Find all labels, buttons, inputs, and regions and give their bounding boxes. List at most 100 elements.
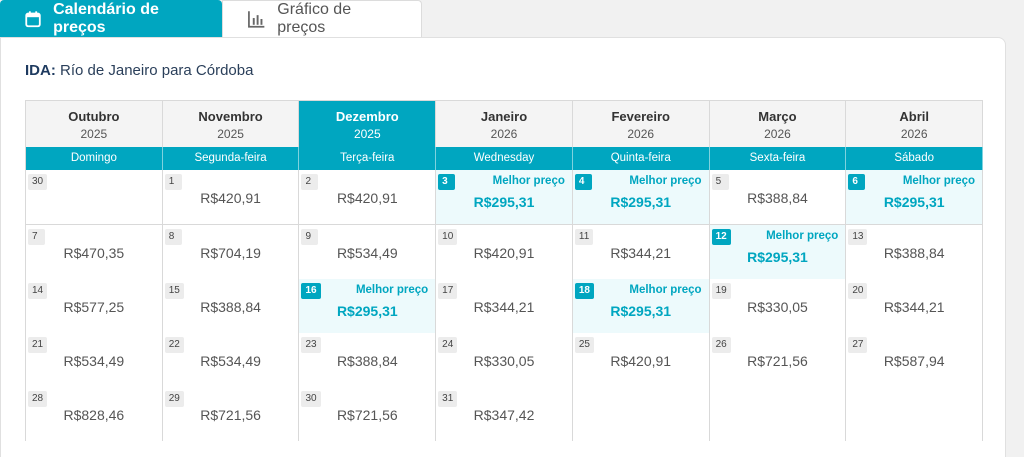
tab-price-calendar[interactable]: Calendário de preços [0, 0, 222, 37]
day-number: 16 [301, 283, 321, 299]
month-year: 2025 [80, 127, 108, 141]
day-price: R$534,49 [336, 245, 398, 261]
month-name: Abril [899, 109, 929, 124]
day-price: R$295,31 [747, 249, 808, 265]
month-tab-dezembro[interactable]: Dezembro 2025 [299, 101, 437, 147]
weekday-header: Domingo Segunda-feira Terça-feira Wednesday… [26, 147, 984, 170]
calendar-day-cell[interactable]: 15 R$388,84 [162, 279, 300, 333]
month-name: Março [758, 109, 797, 124]
day-price: R$295,31 [610, 303, 672, 319]
weekday-label: Segunda-feira [163, 147, 300, 170]
day-number: 1 [164, 174, 182, 190]
calendar-day-cell-best-price[interactable]: 3 Melhor preço R$295,31 [436, 170, 573, 224]
month-selector: Outubro 2025 Novembro 2025 Dezembro 2025 Ja… [26, 101, 984, 147]
calendar-day-cell-best-price[interactable]: 6 Melhor preço R$295,31 [846, 170, 984, 224]
calendar-day-cell[interactable]: 5 R$388,84 [709, 170, 847, 224]
calendar-day-cell[interactable]: 23 R$388,84 [299, 333, 437, 387]
calendar-day-cell[interactable]: 7 R$470,35 [26, 225, 163, 279]
tab-bar: Calendário de preços Gráfico de preços [0, 0, 422, 37]
day-number: 18 [574, 283, 594, 299]
calendar-week-row: 28 R$828,46 29 R$721,56 30 R$721,56 31 R$347,42 [26, 386, 984, 441]
day-number: 25 [574, 337, 594, 353]
month-year: 2025 [353, 127, 381, 141]
calendar-day-cell[interactable]: 26 R$721,56 [709, 333, 847, 387]
day-number: 9 [301, 229, 319, 245]
calendar-day-cell[interactable]: 14 R$577,25 [26, 279, 163, 333]
calendar-day-cell[interactable]: 27 R$587,94 [846, 333, 984, 387]
day-number: 5 [711, 174, 729, 190]
calendar-day-cell[interactable]: 22 R$534,49 [162, 333, 300, 387]
day-price: R$721,56 [336, 407, 398, 423]
bar-chart-icon [248, 11, 265, 28]
day-price: R$420,91 [336, 190, 398, 206]
calendar-day-cell[interactable]: 25 R$420,91 [572, 333, 710, 387]
day-number: 11 [574, 229, 594, 245]
day-number: 13 [848, 229, 868, 245]
tab-price-chart[interactable]: Gráfico de preços [222, 0, 422, 37]
calendar-day-cell[interactable]: 20 R$344,21 [846, 279, 984, 333]
weekday-label: Sexta-feira [710, 147, 847, 170]
calendar-day-cell[interactable]: 21 R$534,49 [26, 333, 163, 387]
month-tab-janeiro[interactable]: Janeiro 2026 [436, 101, 573, 147]
day-number: 14 [28, 283, 48, 299]
calendar-week-row: 30 1 R$420,91 2 R$420,91 3 Melhor preço R$295,3… [26, 170, 984, 224]
calendar-day-cell-best-price[interactable]: 12 Melhor preço R$295,31 [709, 225, 847, 279]
day-price: R$420,91 [200, 190, 261, 206]
day-price: R$388,84 [336, 353, 398, 369]
day-price: R$534,49 [63, 353, 125, 369]
best-price-label: Melhor preço [629, 175, 702, 187]
best-price-label: Melhor preço [766, 230, 839, 242]
calendar-day-cell-best-price[interactable]: 18 Melhor preço R$295,31 [572, 279, 710, 333]
day-number: 30 [28, 174, 48, 190]
best-price-label: Melhor preço [492, 175, 565, 187]
calendar-weeks: 30 1 R$420,91 2 R$420,91 3 Melhor preço R$295,3… [26, 170, 984, 441]
calendar-day-cell-best-price[interactable]: 4 Melhor preço R$295,31 [572, 170, 710, 224]
day-number: 29 [164, 391, 184, 407]
calendar-day-cell[interactable]: 19 R$330,05 [709, 279, 847, 333]
month-tab-fevereiro[interactable]: Fevereiro 2026 [572, 101, 710, 147]
calendar-day-cell[interactable]: 1 R$420,91 [162, 170, 300, 224]
calendar-day-cell[interactable]: 11 R$344,21 [572, 225, 710, 279]
tab-price-calendar-label: Calendário de preços [53, 0, 159, 36]
day-price: R$388,84 [200, 299, 261, 315]
calendar-day-cell[interactable]: 8 R$704,19 [162, 225, 300, 279]
day-price: R$704,19 [200, 245, 261, 261]
day-price: R$420,91 [610, 353, 672, 369]
month-year: 2026 [764, 127, 791, 141]
month-year: 2026 [490, 127, 518, 141]
day-price: R$388,84 [747, 190, 808, 206]
calendar-day-cell[interactable]: 2 R$420,91 [299, 170, 437, 224]
calendar-day-cell[interactable]: 17 R$344,21 [436, 279, 573, 333]
calendar-day-cell[interactable]: 9 R$534,49 [299, 225, 437, 279]
weekday-label: Terça-feira [299, 147, 437, 170]
day-price: R$330,05 [473, 353, 535, 369]
month-tab-outubro[interactable]: Outubro 2025 [26, 101, 163, 147]
calendar-day-cell[interactable]: 13 R$388,84 [846, 225, 984, 279]
day-price: R$470,35 [63, 245, 125, 261]
day-number: 21 [28, 337, 48, 353]
day-price: R$721,56 [200, 407, 261, 423]
month-name: Outubro [68, 109, 120, 124]
day-price: R$295,31 [336, 303, 398, 319]
month-year: 2025 [217, 127, 244, 141]
day-number: 22 [164, 337, 184, 353]
calendar-day-cell[interactable]: 30 R$721,56 [299, 387, 437, 441]
weekday-label: Sábado [846, 147, 984, 170]
calendar-week-row: 14 R$577,25 15 R$388,84 16 Melhor preço R$295,… [26, 278, 984, 333]
month-name: Dezembro [335, 109, 399, 124]
calendar-day-cell[interactable]: 10 R$420,91 [436, 225, 573, 279]
calendar-day-cell[interactable]: 28 R$828,46 [26, 387, 163, 441]
day-number: 28 [28, 391, 48, 407]
month-tab-novembro[interactable]: Novembro 2025 [162, 101, 300, 147]
month-tab-abril[interactable]: Abril 2026 [846, 101, 984, 147]
day-number: 3 [438, 174, 456, 190]
calendar-empty-cell [572, 387, 710, 441]
calendar-day-cell[interactable]: 31 R$347,42 [436, 387, 573, 441]
calendar-day-cell[interactable]: 24 R$330,05 [436, 333, 573, 387]
calendar-day-cell[interactable]: 30 [26, 170, 163, 224]
calendar-day-cell[interactable]: 29 R$721,56 [162, 387, 300, 441]
calendar-day-cell-best-price[interactable]: 16 Melhor preço R$295,31 [299, 279, 437, 333]
month-tab-março[interactable]: Março 2026 [709, 101, 847, 147]
calendar-week-row: 7 R$470,35 8 R$704,19 9 R$534,49 10 R$420,91 11 R… [26, 224, 984, 279]
day-price: R$295,31 [883, 194, 945, 210]
